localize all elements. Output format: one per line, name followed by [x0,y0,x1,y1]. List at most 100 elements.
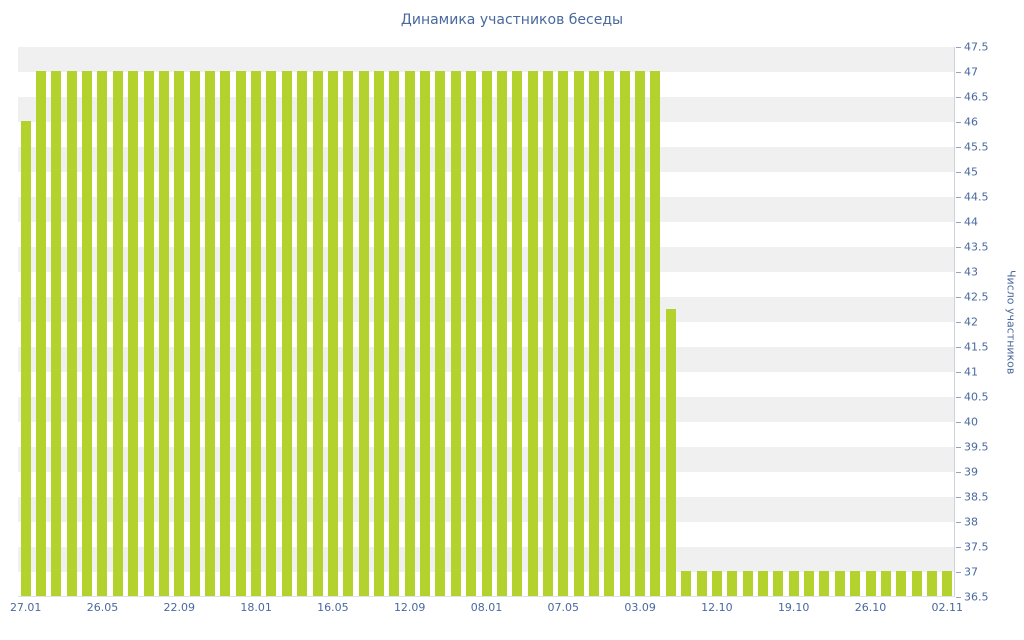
y-tick-label: 37.5 [964,540,989,554]
bar [20,121,31,596]
bar [527,71,538,596]
y-tick-mark [956,397,961,398]
y-axis-title-text: Число участников [1004,269,1018,375]
y-tick-label: 46.5 [964,90,989,104]
y-tick-mark [956,122,961,123]
bar [51,71,62,596]
x-tick-label: 02.11 [931,601,964,614]
bar [665,308,676,596]
y-tick-mark [956,147,961,148]
bar [158,71,169,596]
y-tick-label: 41.5 [964,340,989,354]
chart-title: Динамика участников беседы [400,12,624,28]
bar [128,71,139,596]
bar [573,71,584,596]
y-tick-label: 38.5 [964,490,989,504]
bar [742,571,753,596]
y-tick-mark [956,497,961,498]
y-tick-label: 39.5 [964,440,989,454]
y-tick-mark [956,272,961,273]
y-tick-mark [956,572,961,573]
x-tick-label: 18.01 [240,601,272,614]
x-tick-label: 03.09 [624,601,656,614]
y-tick-mark [956,247,961,248]
y-tick-mark [956,97,961,98]
bar [942,571,953,596]
bar [358,71,369,596]
bar [788,571,799,596]
y-tick-label: 41 [964,365,978,379]
bar [834,571,845,596]
bar [880,571,891,596]
y-tick-mark [956,297,961,298]
y-tick-label: 44 [964,215,978,229]
x-tick-label: 22.09 [163,601,196,614]
bar [205,71,215,596]
x-axis: 27.01 26.05 22.09 18.01 16.05 12.09 08.01 07.05… [10,601,963,617]
bar [850,571,861,596]
bar [327,71,338,596]
bar [466,71,477,596]
y-tick-mark [956,522,961,523]
y-tick-label: 36.5 [964,590,989,604]
bar [82,71,93,596]
y-tick-mark [956,322,961,323]
bar [450,71,461,596]
bar [911,571,922,596]
y-tick-label: 46 [964,115,978,129]
y-tick-mark [956,47,961,48]
x-tick-label: 19.10 [777,601,810,614]
y-tick-mark [956,347,961,348]
bar [604,71,615,596]
y-tick-mark [956,447,961,448]
bar [97,71,108,596]
plot-area [18,47,955,597]
x-tick-label: 08.01 [470,601,503,614]
bar [696,571,707,596]
y-tick-label: 45 [964,165,978,179]
y-tick-mark [956,372,961,373]
bar [896,571,907,596]
y-tick-label: 43 [964,265,978,279]
x-tick-label: 12.10 [701,601,733,614]
bar [36,71,47,596]
bar [66,71,77,596]
bar [343,71,354,596]
y-tick-label: 47 [964,65,978,79]
bar [266,71,277,596]
y-tick-label: 42 [964,315,978,329]
bar [404,71,415,596]
y-tick-label: 40 [964,415,978,429]
bar [220,71,231,596]
bar [389,71,400,596]
bar [542,71,553,596]
bar [589,71,600,596]
y-tick-label: 47.5 [964,40,989,54]
bar [143,71,154,596]
bar [281,71,292,596]
x-tick-label: 26.05 [86,601,119,614]
bar [711,571,722,596]
bar [481,71,492,596]
x-tick-label: 26.10 [854,601,887,614]
bar [773,571,784,596]
x-tick-label: 12.09 [393,601,426,614]
bar [312,71,323,596]
bar [650,71,661,596]
x-tick-label: 07.05 [547,601,580,614]
y-tick-mark [956,172,961,173]
bar [926,571,937,596]
y-tick-mark [956,422,961,423]
y-axis: 47.5 47 46.5 46 45.5 45 44.5 44 43.5 43 42.5 42 41.5… [956,41,1002,604]
bar [373,71,384,596]
y-axis-title: Число участников [1000,47,1022,597]
bar [435,71,446,596]
bar [235,71,246,596]
y-tick-mark [956,597,961,598]
bar [297,71,308,596]
y-tick-mark [956,222,961,223]
y-tick-mark [956,72,961,73]
x-tick-label: 16.05 [317,601,349,614]
y-tick-label: 39 [964,465,978,479]
y-tick-label: 42.5 [964,290,989,304]
